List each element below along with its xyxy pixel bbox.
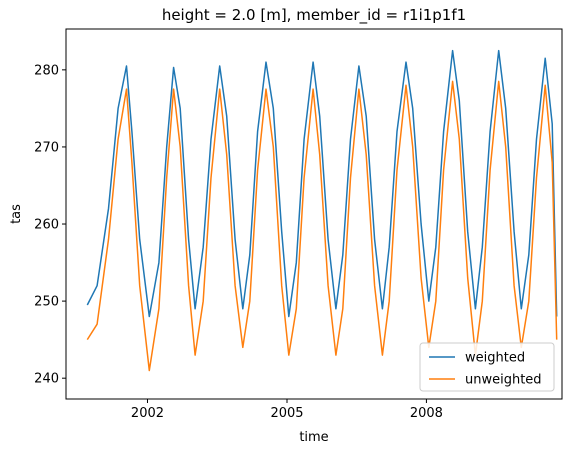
legend-label-weighted: weighted (465, 351, 525, 366)
y-tick-label: 270 (34, 140, 59, 155)
y-tick-label: 260 (34, 218, 59, 233)
y-tick-label: 250 (34, 295, 59, 310)
legend: weighted unweighted (419, 342, 555, 392)
chart-title: height = 2.0 [m], member_id = r1i1p1f1 (162, 6, 466, 25)
x-tick-label: 2005 (270, 406, 303, 421)
legend-label-unweighted: unweighted (465, 373, 542, 388)
series-line-unweighted (86, 80, 558, 372)
y-axis: 240 250 260 270 280 (34, 63, 66, 387)
y-axis-label: tas (9, 204, 24, 224)
x-axis-label: time (299, 430, 328, 445)
y-tick-label: 280 (34, 63, 59, 78)
x-axis: 2002 2005 2008 (131, 399, 443, 421)
x-tick-label: 2002 (131, 406, 164, 421)
series-line-weighted (86, 49, 558, 318)
series-layer (86, 49, 558, 372)
axes-frame (65, 28, 563, 400)
x-tick-label: 2008 (410, 406, 443, 421)
y-tick-label: 240 (34, 372, 59, 387)
